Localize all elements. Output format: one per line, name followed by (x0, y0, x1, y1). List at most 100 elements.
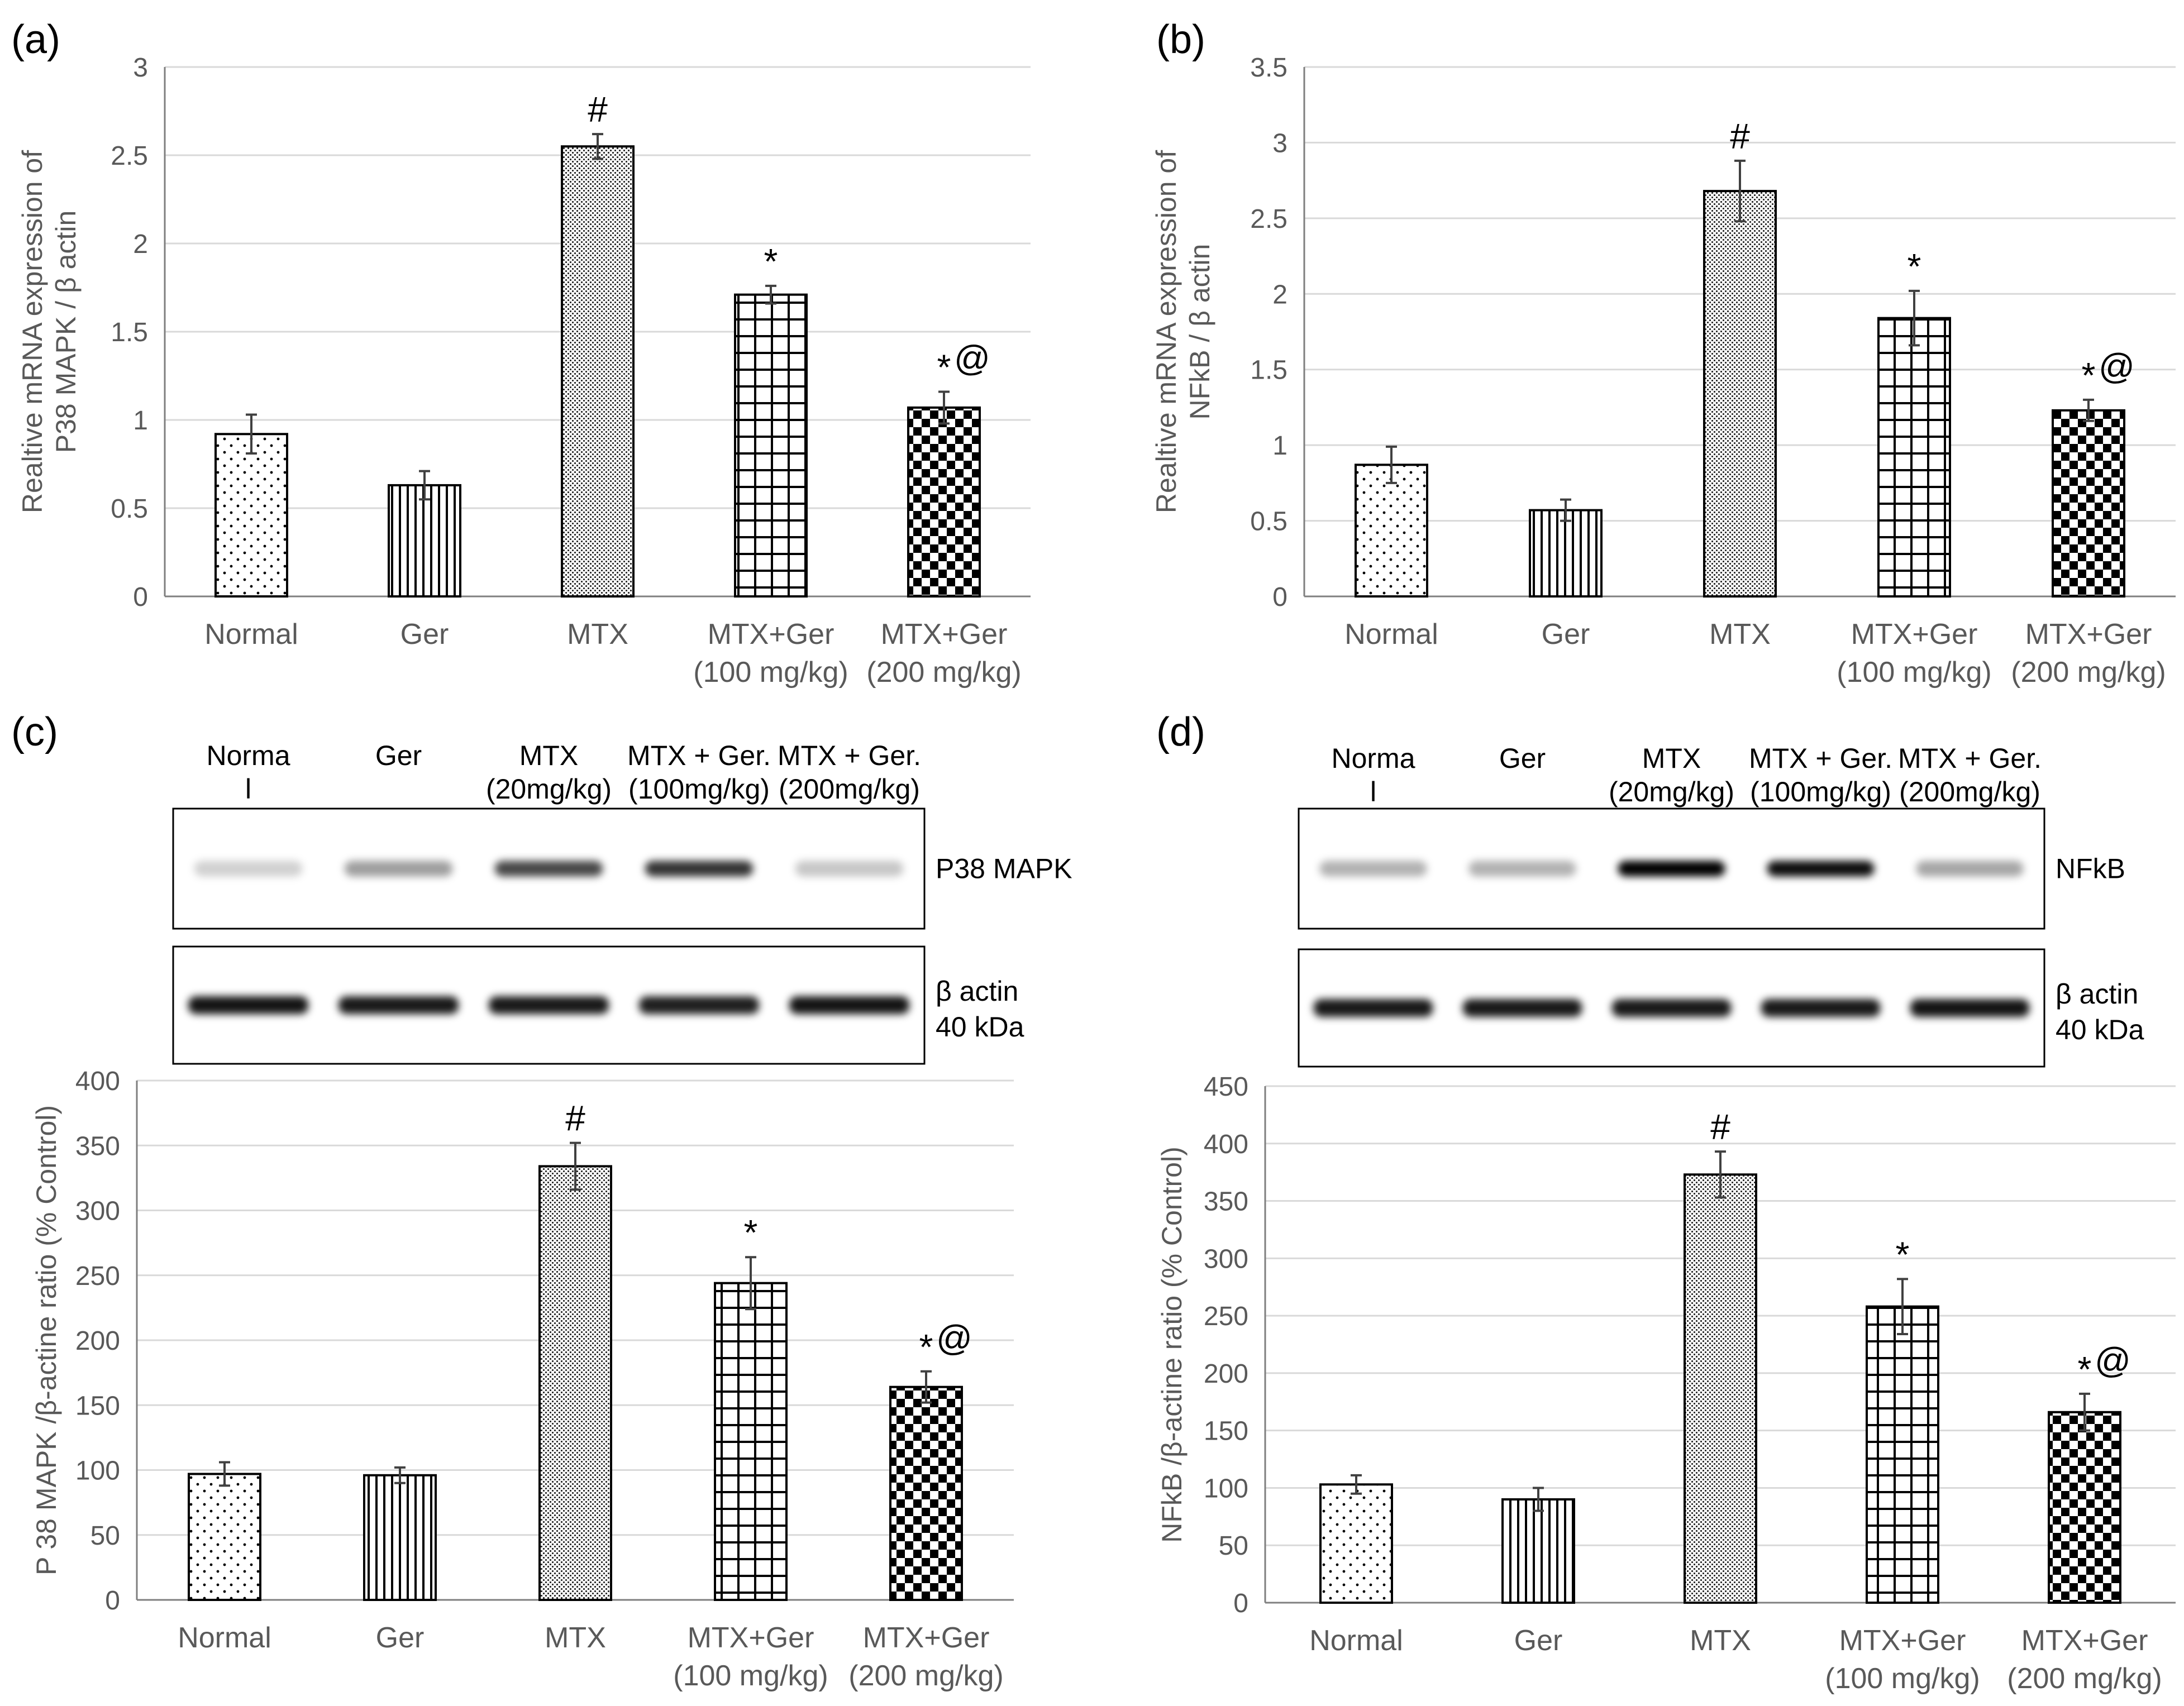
control-band (1761, 999, 1881, 1017)
y-tick-label: 1 (133, 406, 148, 436)
bar-1 (214, 433, 288, 598)
bar-1 (1319, 1483, 1393, 1604)
blot-control-label: β actin 40 kDa (2056, 978, 2144, 1045)
bar-5 (889, 1385, 963, 1601)
bar-5 (2052, 409, 2125, 598)
y-tick-label: 50 (90, 1521, 120, 1551)
y-tick-label: 50 (1219, 1531, 1248, 1561)
y-axis-label: Realtive mRNA expression ofNFkB / β acti… (1151, 150, 1215, 513)
y-axis-label: P 38 MAPK /β-actine ratio (% Control) (31, 1105, 62, 1575)
y-tick-label: 0.5 (1250, 507, 1287, 537)
y-axis-label: Realtive mRNA expression ofP38 MAPK / β … (17, 150, 82, 513)
y-tick-label: 3 (133, 53, 148, 83)
panel-label-c: (c) (11, 710, 58, 754)
x-tick-label: Ger (1514, 1624, 1563, 1657)
y-tick-label: 200 (75, 1326, 120, 1356)
y-tick-label: 0 (1272, 582, 1287, 612)
lane-label: Ger (375, 740, 422, 771)
western-blot-d: Norma l Ger MTX (20mg/kg)MTX + Ger. (100mg/kg… (1298, 743, 2144, 1068)
control-band (188, 996, 309, 1014)
x-tick-label: Normal (1309, 1624, 1403, 1657)
y-tick-label: 350 (75, 1131, 120, 1161)
x-tick-label: Ger (376, 1622, 425, 1654)
x-tick-label: MTX+Ger (100 mg/kg) (693, 618, 848, 689)
y-tick-label: 450 (1204, 1072, 1248, 1102)
y-tick-label: 300 (1204, 1244, 1248, 1274)
bar-2 (363, 1474, 437, 1602)
target-band (645, 861, 754, 877)
control-band (1611, 999, 1732, 1017)
y-tick-label: 150 (75, 1391, 120, 1421)
y-tick-label: 250 (75, 1261, 120, 1291)
significance-marker-at: @ (2095, 1340, 2131, 1380)
significance-marker: * (744, 1212, 758, 1253)
lane-label: MTX (20mg/kg) (1609, 743, 1734, 807)
y-tick-label: 400 (75, 1067, 120, 1096)
lane-label: Norma l (206, 740, 290, 805)
control-band (1313, 999, 1433, 1017)
panel-label-b: (b) (1156, 17, 1205, 62)
lane-label: MTX + Ger. (100mg/kg) (627, 740, 771, 805)
y-tick-label: 1 (1272, 431, 1287, 461)
bar-2 (388, 484, 461, 598)
chart-c: 0 50 100 150 200 250 300 350 400 P 38 MAPK /β-act… (31, 1067, 1014, 1692)
control-band (488, 996, 609, 1014)
x-tick-label: Ger (400, 618, 449, 651)
bar-1 (188, 1473, 261, 1602)
x-tick-label: MTX+Ger (100 mg/kg) (673, 1622, 828, 1692)
y-tick-label: 100 (75, 1456, 120, 1486)
y-tick-label: 350 (1204, 1187, 1248, 1217)
target-band (344, 861, 453, 877)
x-tick-label: Normal (178, 1622, 271, 1654)
target-band (1916, 861, 2024, 877)
bar-3 (1703, 190, 1777, 598)
significance-marker: * (1908, 246, 1921, 286)
significance-marker-at: @ (2099, 346, 2135, 386)
target-band (194, 861, 303, 877)
y-tick-label: 1.5 (111, 318, 148, 347)
y-tick-label: 3 (1272, 128, 1287, 158)
x-tick-label: Normal (1344, 618, 1438, 651)
x-tick-label: MTX (1709, 618, 1771, 651)
target-band (1319, 861, 1427, 877)
significance-marker: * (2082, 355, 2096, 395)
significance-marker: * (919, 1327, 933, 1367)
significance-marker: # (565, 1098, 585, 1139)
y-tick-label: 200 (1204, 1359, 1248, 1389)
bar-4 (714, 1282, 788, 1601)
significance-marker: # (1710, 1107, 1730, 1147)
significance-marker-at: @ (954, 338, 990, 378)
bar-5 (907, 406, 981, 598)
significance-marker: * (764, 241, 778, 281)
chart-a: 0 0.5 1 1.5 2 2.5 3 Realtive mRNA expression of… (17, 53, 1031, 689)
panel-label-d: (d) (1156, 710, 1205, 754)
significance-marker: * (937, 347, 951, 387)
blot-target-label: P38 MAPK (936, 853, 1072, 885)
target-band (494, 861, 603, 877)
target-band (1767, 861, 1875, 877)
x-tick-label: MTX+Ger (200 mg/kg) (848, 1622, 1003, 1692)
significance-marker: * (1896, 1234, 1910, 1274)
bar-4 (1866, 1305, 1939, 1604)
panel-label-a: (a) (11, 17, 60, 62)
blot-control-label: β actin 40 kDa (936, 976, 1024, 1043)
y-axis-label: NFkB /β-actine ratio (% Control) (1156, 1146, 1188, 1543)
y-tick-label: 2.5 (111, 141, 148, 171)
lane-label: Ger (1499, 743, 1546, 774)
y-tick-label: 3.5 (1250, 53, 1287, 83)
lane-label: MTX + Ger. (100mg/kg) (1749, 743, 1892, 807)
y-tick-label: 1.5 (1250, 356, 1287, 385)
control-band (638, 996, 760, 1014)
western-blot-c: Norma l Ger MTX (20mg/kg)MTX + Ger. (100mg/kg… (172, 740, 1072, 1065)
bar-3 (1684, 1173, 1757, 1604)
control-band (1462, 999, 1582, 1017)
y-tick-label: 100 (1204, 1474, 1248, 1503)
bar-4 (1877, 317, 1951, 598)
bar-1 (1355, 463, 1428, 598)
lane-label: MTX (20mg/kg) (486, 740, 612, 805)
y-tick-label: 0 (133, 582, 148, 612)
chart-b: 0 0.5 1 1.5 2 2.5 3 3.5 Realtive mRNA expression… (1151, 53, 2176, 689)
bar-5 (2048, 1411, 2121, 1604)
bar-3 (538, 1165, 612, 1601)
